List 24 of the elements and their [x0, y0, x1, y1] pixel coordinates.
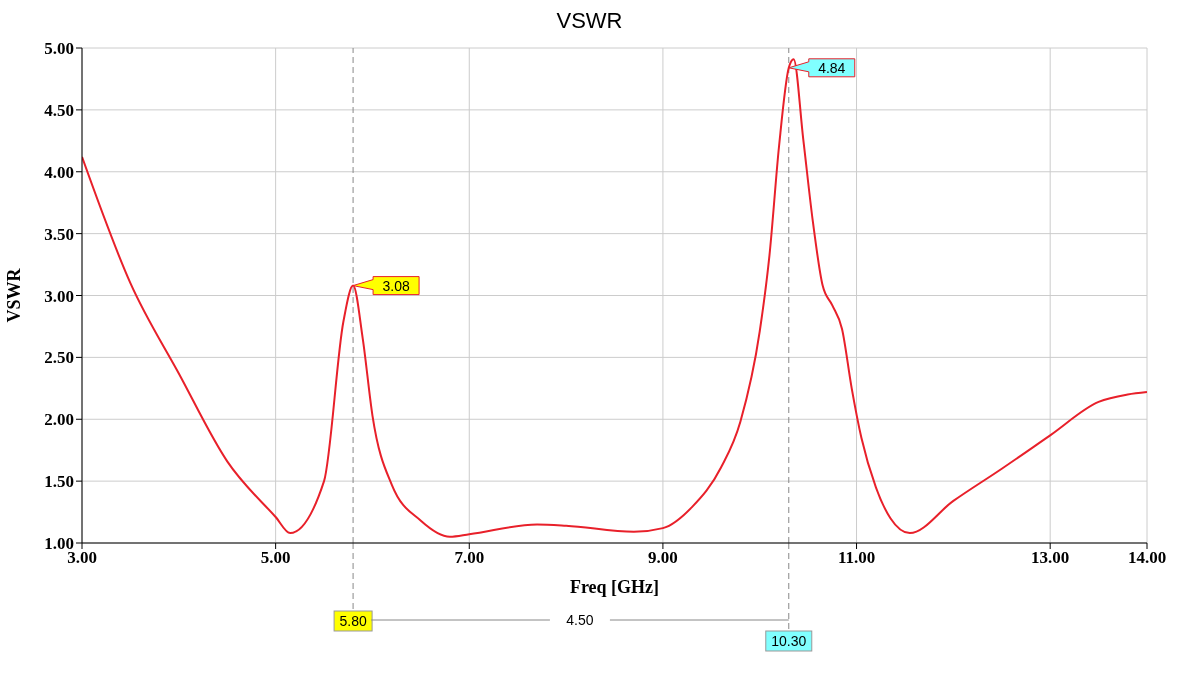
annotation: 4.84	[818, 59, 846, 76]
chart-title: VSWR	[555, 8, 624, 34]
y-tick-label: 4.00	[44, 162, 74, 182]
line-series	[82, 58, 1147, 538]
x-tick-label: 7.00	[454, 548, 485, 568]
annotation: 3.08	[382, 277, 410, 294]
x-tick-label: 3.00	[67, 548, 97, 568]
text: 4.50	[566, 612, 594, 628]
y-tick-label: 5.00	[44, 39, 74, 59]
ref-line-label: 5.80	[339, 613, 367, 629]
x-tick-label: 14.00	[1127, 548, 1167, 568]
x-tick-label: 11.00	[837, 548, 876, 568]
x-tick-label: 5.00	[260, 548, 291, 568]
x-tick-label: 13.00	[1031, 548, 1070, 568]
y-tick-label: 1.50	[44, 472, 74, 492]
y-tick-label: 2.50	[44, 348, 74, 368]
ref-line-label: 10.30	[771, 633, 807, 649]
y-tick-label: 2.00	[44, 410, 74, 430]
y-axis-title: VSWR	[4, 267, 25, 323]
x-axis-title: Freq [GHz]	[569, 577, 660, 597]
y-tick-label: 4.50	[44, 100, 74, 120]
x-tick-label: 9.00	[648, 548, 678, 568]
y-tick-label: 3.00	[44, 286, 74, 306]
y-tick-label: 3.50	[44, 224, 74, 244]
